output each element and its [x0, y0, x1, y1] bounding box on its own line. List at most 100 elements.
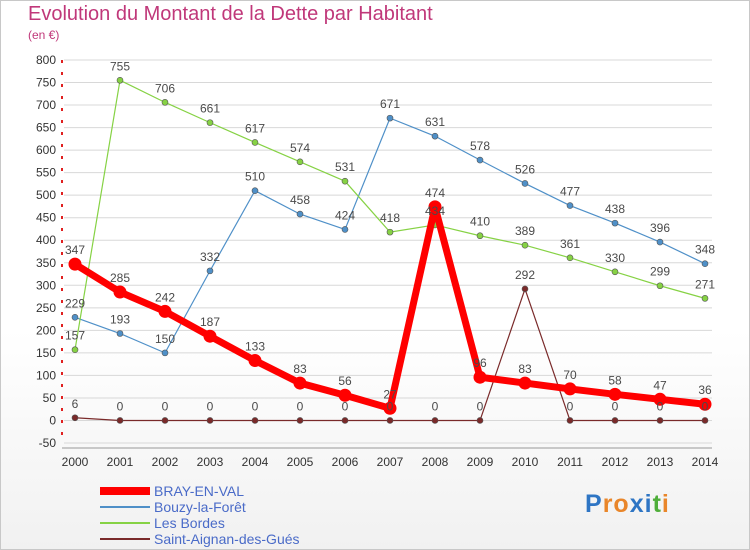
- legend-swatch: [100, 538, 150, 540]
- data-point: [476, 156, 484, 164]
- data-point: [566, 202, 574, 209]
- data-point: [338, 388, 352, 402]
- data-point: [521, 285, 529, 293]
- data-label: 0: [387, 399, 394, 413]
- data-point: [566, 254, 574, 262]
- data-label: 0: [477, 399, 484, 413]
- x-tick-label: 2004: [242, 455, 269, 469]
- data-point: [656, 282, 664, 290]
- chart-subtitle: (en €): [28, 28, 60, 42]
- data-point: [296, 210, 304, 218]
- data-point: [71, 414, 79, 422]
- data-label: 0: [117, 399, 124, 413]
- data-point: [476, 232, 484, 240]
- data-label: 434: [425, 204, 445, 218]
- data-point: [341, 226, 349, 233]
- data-label: 0: [567, 399, 574, 413]
- legend-swatch: [100, 487, 150, 495]
- y-tick-label: 600: [36, 143, 56, 157]
- data-point: [158, 304, 172, 318]
- data-label: 193: [110, 313, 130, 327]
- data-point: [203, 329, 217, 343]
- data-point: [656, 238, 664, 246]
- data-point: [161, 349, 169, 357]
- data-point: [521, 241, 529, 249]
- y-tick-label: 350: [36, 256, 56, 270]
- data-label: 617: [245, 121, 265, 135]
- data-point: [206, 417, 214, 424]
- data-point: [161, 99, 169, 106]
- data-label: 574: [290, 141, 310, 155]
- data-label: 424: [335, 208, 355, 222]
- data-label: 526: [515, 162, 535, 176]
- data-label: 0: [342, 399, 349, 413]
- data-point: [251, 187, 259, 194]
- data-label: 706: [155, 81, 175, 95]
- data-point: [296, 158, 304, 166]
- data-point: [71, 346, 79, 354]
- data-point: [116, 330, 124, 337]
- data-label: 36: [698, 383, 712, 397]
- y-tick-label: 500: [36, 188, 56, 202]
- data-label: 438: [605, 202, 625, 216]
- data-point: [611, 219, 619, 227]
- legend-item: BRAY-EN-VAL: [100, 483, 244, 499]
- data-label: 671: [380, 97, 400, 111]
- chart-title: Evolution du Montant de la Dette par Hab…: [28, 3, 433, 25]
- legend-label: Les Bordes: [154, 515, 225, 531]
- y-tick-label: 450: [36, 211, 56, 225]
- data-point: [113, 285, 127, 299]
- data-label: 361: [560, 237, 580, 251]
- data-point: [566, 417, 574, 424]
- data-label: 271: [695, 277, 715, 291]
- data-label: 70: [563, 368, 577, 382]
- data-label: 83: [518, 362, 532, 376]
- data-point: [296, 417, 304, 424]
- data-point: [386, 417, 394, 424]
- data-label: 56: [338, 374, 352, 388]
- y-tick-label: 50: [43, 391, 57, 405]
- data-label: 348: [695, 243, 715, 257]
- data-point: [386, 228, 394, 236]
- data-label: 58: [608, 373, 622, 387]
- data-label: 0: [162, 399, 169, 413]
- y-tick-label: 550: [36, 166, 56, 180]
- x-tick-label: 2014: [692, 455, 719, 469]
- data-point: [206, 119, 214, 126]
- data-point: [248, 354, 262, 368]
- data-label: 0: [702, 399, 709, 413]
- data-label: 27: [383, 387, 397, 401]
- data-label: 0: [252, 399, 259, 413]
- data-point: [473, 370, 487, 384]
- proxiti-logo: Proxiti: [585, 490, 670, 518]
- data-label: 292: [515, 268, 535, 282]
- data-point: [701, 295, 709, 302]
- x-tick-label: 2001: [107, 455, 134, 469]
- data-point: [341, 177, 349, 185]
- data-point: [563, 382, 577, 396]
- data-point: [251, 139, 259, 146]
- legend-label: BRAY-EN-VAL: [154, 483, 244, 499]
- data-label: 150: [155, 332, 175, 346]
- data-label: 0: [207, 399, 214, 413]
- data-point: [611, 268, 619, 276]
- data-point: [428, 200, 442, 214]
- data-label: 330: [605, 251, 625, 265]
- data-point: [341, 417, 349, 424]
- data-point: [701, 417, 709, 424]
- data-label: 6: [72, 397, 79, 411]
- x-tick-label: 2007: [377, 455, 404, 469]
- data-label: 458: [290, 193, 310, 207]
- data-point: [431, 417, 439, 424]
- x-tick-label: 2013: [647, 455, 674, 469]
- data-point: [701, 260, 709, 267]
- y-tick-label: 100: [36, 368, 56, 382]
- data-label: 133: [245, 340, 265, 354]
- x-tick-label: 2009: [467, 455, 494, 469]
- y-tick-label: 750: [36, 76, 56, 90]
- data-label: 347: [65, 243, 85, 257]
- data-point: [608, 387, 622, 401]
- data-label: 299: [650, 265, 670, 279]
- y-tick-label: 800: [36, 53, 56, 67]
- data-point: [611, 417, 619, 424]
